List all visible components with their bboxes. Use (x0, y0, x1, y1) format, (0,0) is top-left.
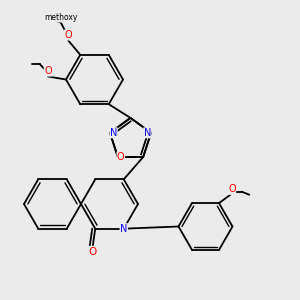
Text: O: O (88, 247, 96, 257)
Text: methoxy: methoxy (44, 13, 77, 22)
Text: N: N (110, 128, 117, 138)
Text: O: O (117, 152, 124, 162)
Text: N: N (144, 128, 151, 138)
Text: O: O (228, 184, 236, 194)
Text: O: O (44, 66, 52, 76)
Text: O: O (64, 30, 72, 40)
Text: N: N (120, 224, 127, 234)
